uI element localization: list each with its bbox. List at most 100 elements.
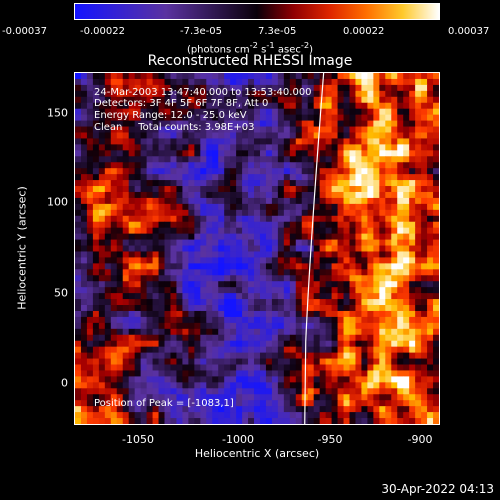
heatmap-cell xyxy=(92,334,100,342)
heatmap-cell xyxy=(242,84,249,92)
heatmap-cell xyxy=(331,120,339,128)
heatmap-cell xyxy=(403,215,410,223)
heatmap-cell xyxy=(289,257,297,264)
heatmap-cell xyxy=(224,191,231,199)
heatmap-cell xyxy=(325,233,333,241)
heatmap-cell xyxy=(140,227,148,235)
heatmap-cell xyxy=(271,156,279,163)
heatmap-cell xyxy=(355,197,362,205)
heatmap-cell xyxy=(385,281,392,288)
heatmap-cell xyxy=(92,239,100,247)
heatmap-cell xyxy=(146,78,154,86)
heatmap-cell xyxy=(343,305,350,312)
heatmap-cell xyxy=(86,114,94,122)
heatmap-cell xyxy=(92,180,100,187)
heatmap-cell xyxy=(271,138,279,145)
heatmap-cell xyxy=(164,78,171,86)
heatmap-cell xyxy=(170,346,177,354)
heatmap-cell xyxy=(421,281,428,288)
heatmap-cell xyxy=(373,73,380,80)
heatmap-cell xyxy=(164,287,171,294)
heatmap-cell xyxy=(409,120,416,128)
heatmap-cell xyxy=(152,197,160,205)
heatmap-cell xyxy=(409,376,416,383)
heatmap-cell xyxy=(319,245,327,252)
heatmap-cell xyxy=(343,245,350,252)
heatmap-cell xyxy=(80,197,88,205)
heatmap-cell xyxy=(134,245,142,252)
heatmap-cell xyxy=(421,245,428,252)
heatmap-cell xyxy=(236,281,243,288)
heatmap-cell xyxy=(403,221,410,229)
heatmap-cell xyxy=(164,96,171,104)
heatmap-cell xyxy=(110,138,118,145)
heatmap-cell xyxy=(283,156,291,163)
heatmap-cell xyxy=(313,322,321,330)
heatmap-cell xyxy=(277,299,285,306)
heatmap-cell xyxy=(218,245,225,252)
heatmap-cell xyxy=(98,180,106,187)
heatmap-cell xyxy=(122,400,130,407)
heatmap-cell xyxy=(116,162,124,169)
heatmap-cell xyxy=(337,239,345,247)
heatmap-cell xyxy=(248,346,255,354)
heatmap-cell xyxy=(134,162,142,169)
heatmap-cell xyxy=(128,186,136,193)
x-tick-label: -1000 xyxy=(222,433,254,446)
heatmap-cell xyxy=(307,275,315,282)
heatmap-cell xyxy=(421,340,428,348)
heatmap-cell xyxy=(283,215,291,223)
solar-limb-line xyxy=(304,73,325,424)
heatmap-cell xyxy=(319,305,327,312)
heatmap-cell xyxy=(331,316,339,324)
heatmap-cell xyxy=(80,418,88,424)
heatmap-cell xyxy=(236,245,243,252)
heatmap-cell xyxy=(242,90,249,98)
heatmap-cell xyxy=(337,186,345,193)
heatmap-cell xyxy=(355,138,362,145)
heatmap-cell xyxy=(86,394,94,401)
heatmap-cell xyxy=(409,394,416,401)
heatmap-cell xyxy=(140,269,148,276)
heatmap-cell xyxy=(319,388,327,395)
heatmap-cell xyxy=(331,388,339,395)
heatmap-cell xyxy=(283,334,291,342)
heatmap-cell xyxy=(75,257,82,264)
heatmap-cell xyxy=(409,310,416,318)
heatmap-cell xyxy=(313,197,321,205)
heatmap-cell xyxy=(122,174,130,181)
heatmap-cell xyxy=(92,73,100,80)
heatmap-cell xyxy=(194,233,201,241)
heatmap-cell xyxy=(116,84,124,92)
heatmap-cell xyxy=(331,245,339,252)
heatmap-cell xyxy=(158,90,166,98)
heatmap-cell xyxy=(433,191,439,199)
heatmap-cell xyxy=(319,156,327,163)
heatmap-cell xyxy=(289,233,297,241)
heatmap-cell xyxy=(140,245,148,252)
heatmap-cell xyxy=(176,346,183,354)
heatmap-cell xyxy=(194,293,201,300)
heatmap-cell xyxy=(212,239,219,247)
heatmap-cell xyxy=(325,144,333,151)
heatmap-cell xyxy=(427,78,434,86)
heatmap-cell xyxy=(116,221,124,229)
heatmap-cell xyxy=(200,197,207,205)
heatmap-cell xyxy=(415,287,422,294)
heatmap-cell xyxy=(152,150,160,157)
heatmap-cell xyxy=(146,197,154,205)
heatmap-cell xyxy=(331,352,339,360)
heatmap-cell xyxy=(218,174,225,181)
heatmap-cell xyxy=(200,400,207,407)
heatmap-cell xyxy=(367,400,374,407)
heatmap-cell xyxy=(361,346,368,354)
heatmap-cell xyxy=(427,102,434,110)
heatmap-cell xyxy=(176,162,183,169)
heatmap-cell xyxy=(194,120,201,128)
heatmap-cell xyxy=(349,412,356,419)
heatmap-cell xyxy=(403,168,410,175)
heatmap-cell xyxy=(343,162,350,169)
heatmap-cell xyxy=(194,364,201,371)
heatmap-cell xyxy=(242,263,249,270)
heatmap-cell xyxy=(427,364,434,371)
